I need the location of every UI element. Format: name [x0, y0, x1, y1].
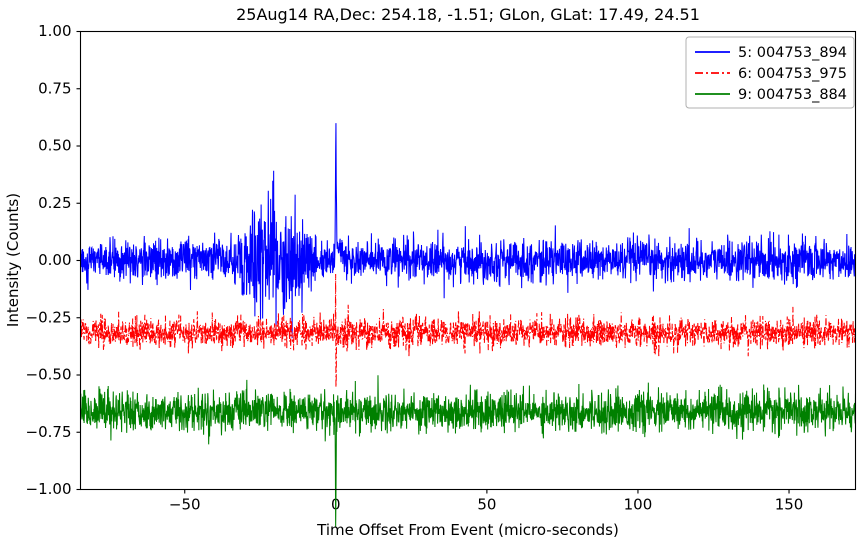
- page-title: 25Aug14 RA,Dec: 254.18, -1.51; GLon, GLa…: [236, 5, 700, 24]
- y-tick-label: 1.00: [38, 22, 71, 40]
- y-tick-label: −0.25: [26, 308, 72, 326]
- x-tick-label: 50: [477, 496, 496, 514]
- series-line-3: [79, 375, 857, 528]
- chart-title-group: 25Aug14 RA,Dec: 254.18, -1.51; GLon, GLa…: [236, 5, 700, 24]
- y-tick-label: 0.50: [38, 137, 71, 155]
- legend-label-2: 6: 004753_975: [738, 66, 847, 82]
- y-axis-ticks: 1.00 0.75 0.50 0.25 0.00 −0.25 −0.50 −0.75 −1.00: [26, 22, 81, 498]
- y-tick-label: −1.00: [26, 480, 72, 498]
- x-axis-label: Time Offset From Event (micro-seconds): [316, 521, 619, 539]
- series-line-1: [79, 123, 857, 339]
- y-tick-label: −0.75: [26, 423, 72, 441]
- y-tick-label: 0.75: [38, 79, 71, 97]
- y-tick-label: 0.00: [38, 251, 71, 269]
- series-group: [79, 123, 857, 528]
- x-tick-label: 100: [624, 496, 653, 514]
- y-axis-label: Intensity (Counts): [4, 193, 22, 327]
- y-tick-label: −0.50: [26, 366, 72, 384]
- x-axis-ticks: −50 0 50 100 150: [169, 489, 804, 514]
- y-tick-label: 0.25: [38, 194, 71, 212]
- legend-label-3: 9: 004753_884: [738, 87, 847, 103]
- plot-frame: [79, 30, 857, 491]
- series-line-2: [79, 273, 857, 388]
- legend-box: [685, 36, 855, 109]
- chart-legend[interactable]: 5: 004753_894 6: 004753_975 9: 004753_884: [685, 36, 855, 109]
- x-tick-label: −50: [169, 496, 201, 514]
- legend-label-1: 5: 004753_894: [738, 45, 847, 61]
- x-tick-label: 150: [775, 496, 804, 514]
